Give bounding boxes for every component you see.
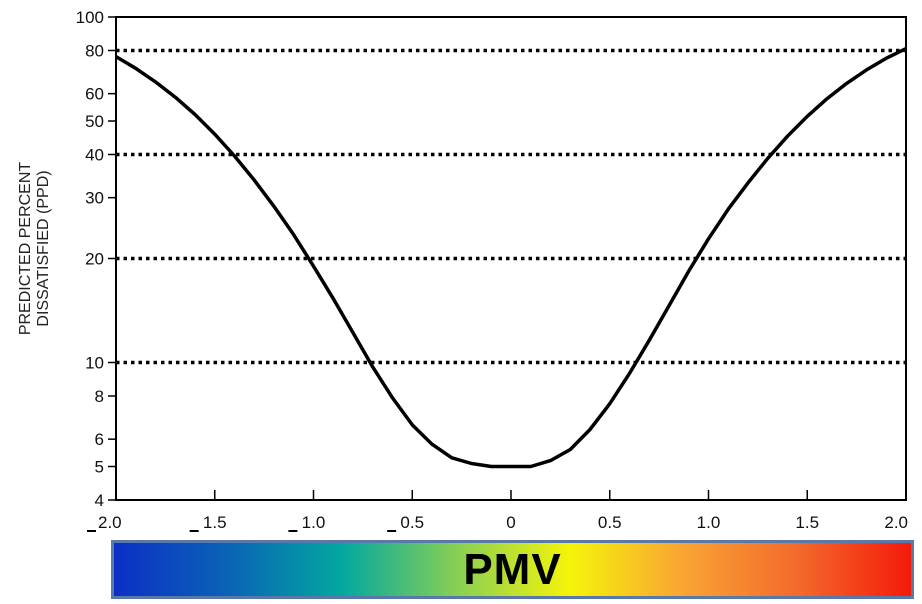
- y-tick-label: 60: [85, 85, 104, 104]
- y-tick-label: 40: [85, 145, 104, 164]
- y-tick-label: 5: [95, 458, 104, 477]
- y-axis-label-line: DISSATISFIED (PPD): [35, 170, 52, 326]
- y-tick-label: 20: [85, 250, 104, 269]
- pmv-colorbar: PMV: [111, 540, 914, 599]
- x-tick-label: 1.5: [203, 513, 227, 532]
- y-tick-label: 8: [95, 387, 104, 406]
- x-tick-label: 1.0: [697, 513, 721, 532]
- y-axis-label: PREDICTED PERCENT DISSATISFIED (PPD): [17, 162, 52, 336]
- x-tick-label: 0.5: [598, 513, 622, 532]
- y-tick-label: 50: [85, 112, 104, 131]
- x-tick-label: 1.5: [795, 513, 819, 532]
- y-tick-label: 100: [76, 8, 104, 27]
- ppd-chart: 4 5 6 8 10 20 30 40 50 60 80 100 2.0 1.5 1.0 0.5 0 0.5 1.…: [17, 8, 908, 532]
- y-axis: 4 5 6 8 10 20 30 40 50 60 80 100: [76, 8, 116, 510]
- x-tick-label: 1.0: [302, 513, 326, 532]
- x-axis: 2.0 1.5 1.0 0.5 0 0.5 1.0 1.5 2.0: [87, 490, 908, 532]
- y-tick-label: 30: [85, 189, 104, 208]
- x-tick-label: 2.0: [884, 513, 908, 532]
- plot-frame: [115, 16, 907, 501]
- pmv-colorbar-label: PMV: [463, 544, 562, 594]
- reference-lines: [116, 48, 906, 365]
- y-tick-label: 6: [95, 430, 104, 449]
- y-tick-label: 80: [85, 41, 104, 60]
- y-tick-label: 10: [85, 354, 104, 373]
- x-tick-label: 2.0: [98, 513, 122, 532]
- y-axis-label-line: PREDICTED PERCENT: [17, 162, 34, 336]
- ppd-curve: [115, 47, 907, 469]
- y-tick-label: 4: [95, 491, 104, 510]
- x-tick-label: 0: [506, 513, 515, 532]
- x-tick-label: 0.5: [400, 513, 424, 532]
